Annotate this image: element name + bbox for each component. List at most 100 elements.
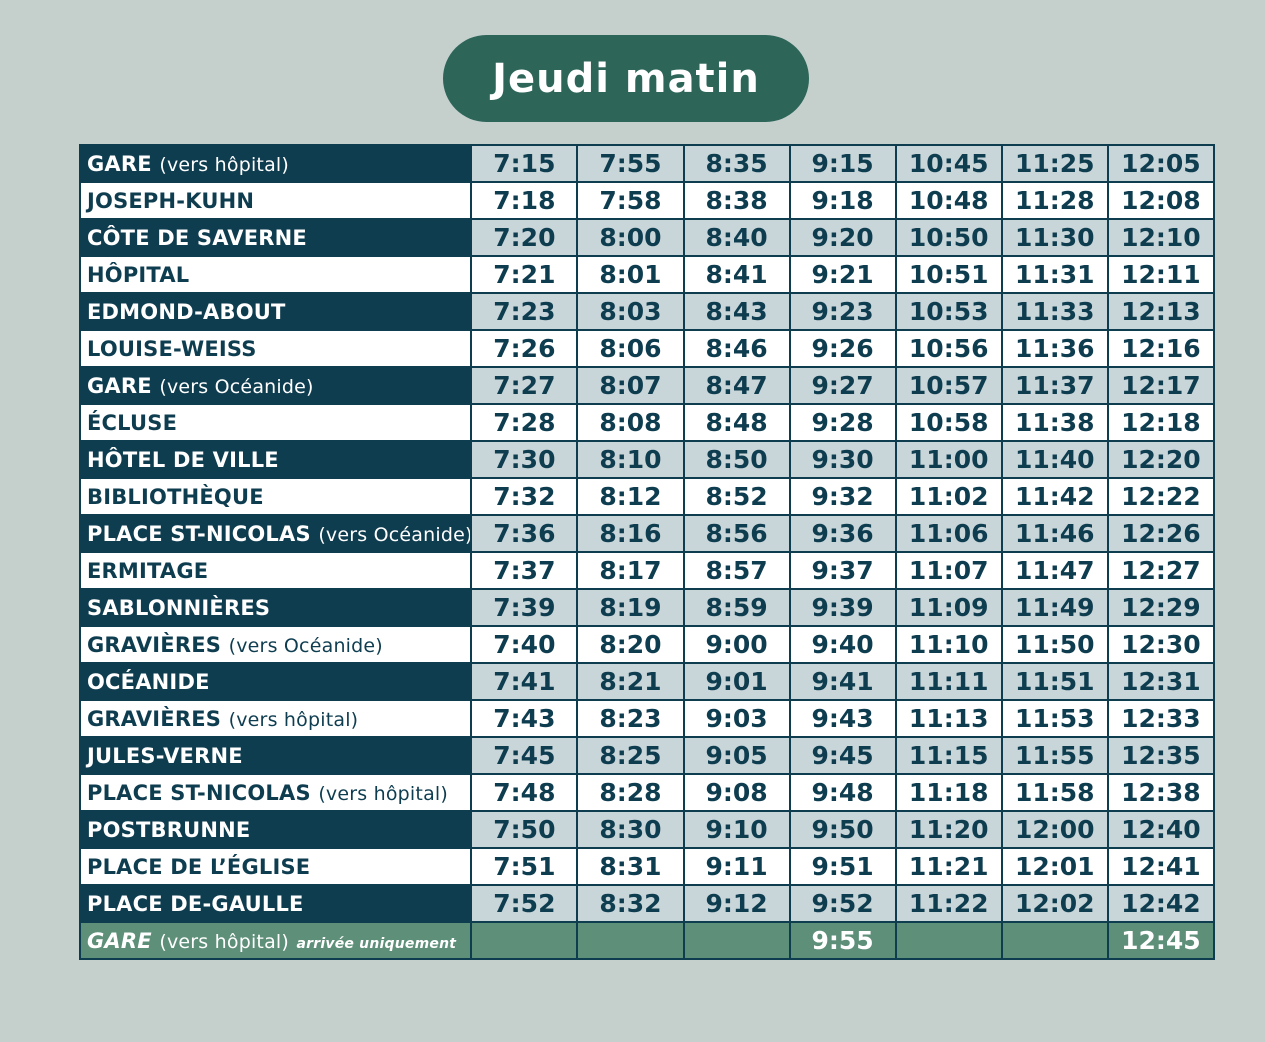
departure-time: 7:58 <box>576 181 685 220</box>
stop-name: OCÉANIDE <box>87 669 210 694</box>
departure-time: 8:43 <box>682 292 791 331</box>
departure-time: 10:57 <box>894 366 1003 405</box>
stop-direction-note: (vers hôpital) <box>318 782 448 805</box>
departure-time: 9:26 <box>788 329 897 368</box>
departure-time: 11:31 <box>1000 255 1109 294</box>
departure-time: 7:30 <box>470 440 579 479</box>
departure-time: 7:28 <box>470 403 579 442</box>
stop-name: SABLONNIÈRES <box>87 595 271 620</box>
departure-time: 10:56 <box>894 329 1003 368</box>
departure-time: 9:12 <box>682 884 791 923</box>
table-row: PLACE DE L’ÉGLISE 7:51 8:31 9:11 9:51 11:21 12… <box>78 847 1216 886</box>
departure-time: 12:42 <box>1106 884 1216 923</box>
stop-name: BIBLIOTHÈQUE <box>87 484 264 509</box>
departure-time: 8:03 <box>576 292 685 331</box>
departure-time: 12:00 <box>1000 810 1109 849</box>
stop-name: GRAVIÈRES <box>87 706 222 731</box>
table-row: ERMITAGE 7:37 8:17 8:57 9:37 11:07 11:47 12:27 <box>78 551 1216 590</box>
departure-time: 7:15 <box>470 144 579 183</box>
table-row: LOUISE-WEISS 7:26 8:06 8:46 9:26 10:56 11:36 12… <box>78 329 1216 368</box>
final-arrival-row: GARE (vers hôpital) arrivée uniquement 9:… <box>78 921 1216 960</box>
table-row: ÉCLUSE 7:28 8:08 8:48 9:28 10:58 11:38 12:18 <box>78 403 1216 442</box>
departure-time: 7:20 <box>470 218 579 257</box>
departure-time: 11:36 <box>1000 329 1109 368</box>
departure-time: 8:17 <box>576 551 685 590</box>
departure-time: 11:58 <box>1000 773 1109 812</box>
departure-time: 9:03 <box>682 699 791 738</box>
stop-name-cell: BIBLIOTHÈQUE <box>78 477 473 516</box>
departure-time: 11:15 <box>894 736 1003 775</box>
departure-time: 12:40 <box>1106 810 1216 849</box>
table-row: EDMOND-ABOUT 7:23 8:03 8:43 9:23 10:53 11:33 12… <box>78 292 1216 331</box>
departure-time: 12:31 <box>1106 662 1216 701</box>
stop-name: GARE <box>87 151 152 176</box>
departure-time: 11:47 <box>1000 551 1109 590</box>
stop-name: PLACE DE L’ÉGLISE <box>87 854 311 879</box>
departure-time: 12:27 <box>1106 551 1216 590</box>
departure-time: 12:20 <box>1106 440 1216 479</box>
stop-name: LOUISE-WEISS <box>87 336 257 361</box>
stop-name-cell: OCÉANIDE <box>78 662 473 701</box>
departure-time: 7:26 <box>470 329 579 368</box>
stop-name-cell: EDMOND-ABOUT <box>78 292 473 331</box>
departure-time: 9:50 <box>788 810 897 849</box>
stop-name-cell: PLACE ST-NICOLAS (vers hôpital) <box>78 773 473 812</box>
departure-time: 12:05 <box>1106 144 1216 183</box>
departure-time: 11:49 <box>1000 588 1109 627</box>
departure-time: 11:33 <box>1000 292 1109 331</box>
departure-time <box>1000 921 1109 960</box>
departure-time: 9:10 <box>682 810 791 849</box>
stop-direction-note: (vers hôpital) <box>159 153 290 176</box>
table-row: PLACE ST-NICOLAS (vers hôpital) 7:48 8:28 9… <box>78 773 1216 812</box>
departure-time: 11:06 <box>894 514 1003 553</box>
departure-time: 9:18 <box>788 181 897 220</box>
table-row: SABLONNIÈRES 7:39 8:19 8:59 9:39 11:09 11:49 12… <box>78 588 1216 627</box>
stop-name-cell: HÔTEL DE VILLE <box>78 440 473 479</box>
departure-time: 9:11 <box>682 847 791 886</box>
departure-time: 12:30 <box>1106 625 1216 664</box>
stop-name-cell: GARE (vers Océanide) <box>78 366 473 405</box>
departure-time: 9:45 <box>788 736 897 775</box>
departure-time: 11:09 <box>894 588 1003 627</box>
stop-name-cell: PLACE ST-NICOLAS (vers Océanide) <box>78 514 473 553</box>
departure-time: 11:55 <box>1000 736 1109 775</box>
departure-time: 9:23 <box>788 292 897 331</box>
departure-time: 11:00 <box>894 440 1003 479</box>
stop-direction-note: (vers Océanide) <box>228 634 383 657</box>
departure-time: 10:58 <box>894 403 1003 442</box>
departure-time: 8:16 <box>576 514 685 553</box>
table-row: OCÉANIDE 7:41 8:21 9:01 9:41 11:11 11:51 12:31 <box>78 662 1216 701</box>
departure-time: 9:00 <box>682 625 791 664</box>
departure-time: 9:41 <box>788 662 897 701</box>
stop-direction-note: (vers Océanide) <box>159 375 314 398</box>
departure-time: 9:21 <box>788 255 897 294</box>
departure-time: 8:52 <box>682 477 791 516</box>
departure-time: 12:35 <box>1106 736 1216 775</box>
departure-time: 9:48 <box>788 773 897 812</box>
departure-time: 12:10 <box>1106 218 1216 257</box>
departure-time: 12:38 <box>1106 773 1216 812</box>
departure-time: 9:15 <box>788 144 897 183</box>
departure-time: 9:55 <box>788 921 897 960</box>
departure-time: 9:39 <box>788 588 897 627</box>
departure-time: 11:22 <box>894 884 1003 923</box>
departure-time: 12:13 <box>1106 292 1216 331</box>
departure-time: 7:40 <box>470 625 579 664</box>
departure-time: 11:40 <box>1000 440 1109 479</box>
table-row: JULES-VERNE 7:45 8:25 9:05 9:45 11:15 11:55 12:… <box>78 736 1216 775</box>
page-title: Jeudi matin <box>443 35 809 122</box>
table-row: PLACE ST-NICOLAS (vers Océanide) 7:36 8:16… <box>78 514 1216 553</box>
departure-time: 12:11 <box>1106 255 1216 294</box>
departure-time: 8:06 <box>576 329 685 368</box>
departure-time: 9:27 <box>788 366 897 405</box>
departure-time: 11:02 <box>894 477 1003 516</box>
table-row: HÔTEL DE VILLE 7:30 8:10 8:50 9:30 11:00 11:40… <box>78 440 1216 479</box>
departure-time: 8:40 <box>682 218 791 257</box>
departure-time: 8:07 <box>576 366 685 405</box>
stop-direction-note: (vers hôpital) <box>228 708 359 731</box>
departure-time: 9:32 <box>788 477 897 516</box>
departure-time: 7:48 <box>470 773 579 812</box>
stop-name: CÔTE DE SAVERNE <box>87 225 307 250</box>
departure-time: 10:53 <box>894 292 1003 331</box>
table-row: POSTBRUNNE 7:50 8:30 9:10 9:50 11:20 12:00 12:4… <box>78 810 1216 849</box>
